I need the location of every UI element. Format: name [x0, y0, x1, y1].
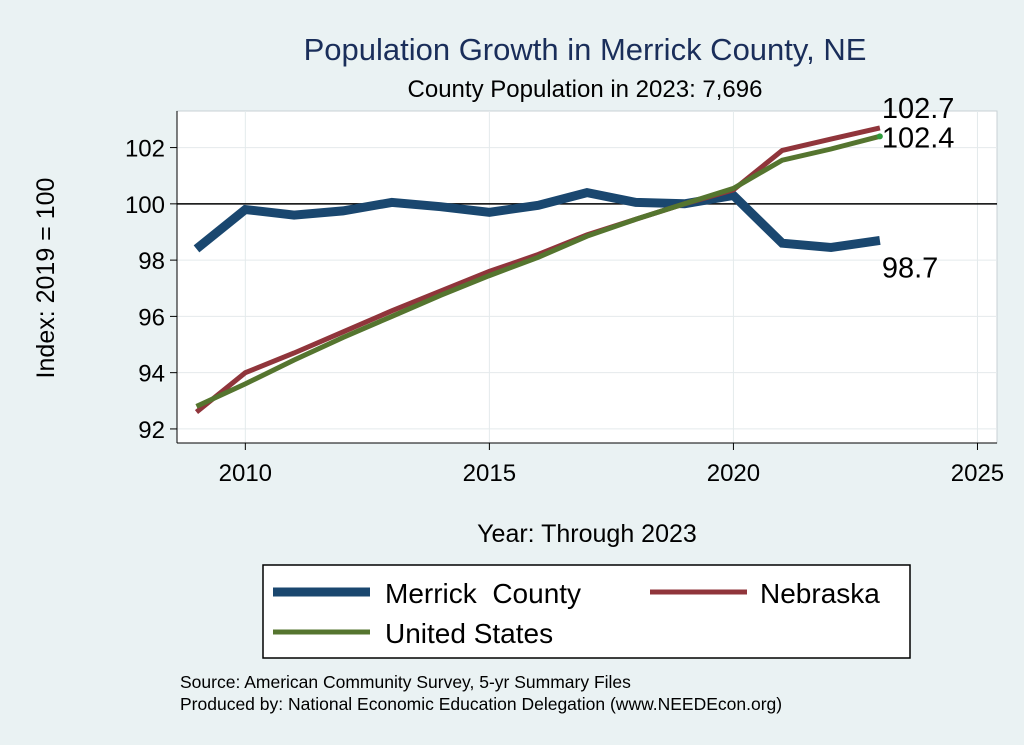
end-label-merrick-county: 98.7	[882, 252, 938, 284]
series-line-nebraska	[194, 125, 881, 415]
y-ticks: 92 94 96 98 100 102	[125, 136, 177, 444]
series-lines	[193, 125, 883, 415]
x-tick-label-2010: 2010	[219, 460, 272, 487]
series-line-merrick-county	[193, 187, 881, 253]
legend-box	[262, 564, 911, 659]
legend-label-united-states: United States	[385, 618, 553, 649]
legend-label-merrick-county: Merrick County	[385, 578, 581, 609]
end-label-nebraska: 102.7	[882, 93, 955, 125]
y-tick-label-102: 102	[125, 136, 165, 163]
y-axis-label: Index: 2019 = 100	[32, 178, 60, 379]
axes	[176, 111, 997, 444]
y-tick-label-92: 92	[138, 417, 165, 444]
source-note: Source: American Community Survey, 5-yr …	[180, 672, 631, 692]
producer-note: Produced by: National Economic Education…	[180, 694, 782, 714]
chart-subtitle: County Population in 2023: 7,696	[408, 76, 763, 103]
x-tick-label-2025: 2025	[951, 460, 1004, 487]
y-tick-label-100: 100	[125, 192, 165, 219]
end-label-united-states: 102.4	[882, 122, 955, 154]
legend-label-nebraska: Nebraska	[760, 578, 880, 609]
x-ticks: 2010 2015 2020 2025	[219, 443, 1004, 487]
series-end-marker-united-states	[876, 133, 883, 140]
x-axis-label: Year: Through 2023	[477, 520, 697, 548]
chart-title: Population Growth in Merrick County, NE	[304, 32, 867, 67]
x-tick-label-2015: 2015	[463, 460, 516, 487]
y-tick-label-94: 94	[138, 361, 165, 388]
plot-area	[176, 110, 998, 444]
y-tick-label-96: 96	[138, 304, 165, 331]
y-tick-label-98: 98	[138, 248, 165, 275]
series-line-united-states	[195, 133, 881, 409]
legend: Merrick County Nebraska United States	[262, 564, 911, 659]
x-tick-label-2020: 2020	[707, 460, 760, 487]
